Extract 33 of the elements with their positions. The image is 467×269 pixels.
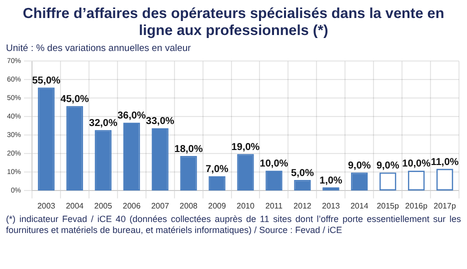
x-tick-label: 2006 [122, 201, 142, 210]
x-tick-label: 2004 [66, 201, 84, 210]
x-tick-label: 2005 [94, 201, 113, 210]
x-tick-label: 2016p [405, 201, 428, 210]
data-label: 32,0% [88, 118, 118, 130]
data-label: 10,0% [402, 158, 431, 170]
data-label: 7,0% [206, 164, 229, 176]
x-tick-label: 2011 [265, 201, 284, 210]
chart-subtitle: Unité : % des variations annuelles en valeur [6, 43, 192, 54]
data-label: 55,0% [32, 76, 61, 87]
data-label: 36,0% [117, 110, 146, 122]
data-label: 9,0% [348, 160, 371, 172]
data-label: 1,0% [320, 175, 342, 186]
data-label: 19,0% [231, 142, 260, 154]
x-tick-label: 2015p [376, 201, 400, 210]
data-label: 10,0% [260, 158, 288, 170]
x-tick-label: 2008 [180, 201, 198, 210]
x-tick-label: 2007 [151, 201, 170, 210]
data-label: 5,0% [291, 168, 314, 179]
chart-title: Chiffre d’affaires des opérateurs spécialisés dans la vente en ligne aux professionnels (*) [22, 5, 446, 40]
x-tick-label: 2009 [208, 201, 226, 210]
x-tick-label: 2013 [322, 201, 340, 210]
x-tick-label: 2017p [434, 201, 456, 210]
x-tick-label: 2003 [37, 201, 56, 210]
data-label: 33,0% [146, 116, 174, 128]
x-tick-label: 2014 [350, 201, 369, 210]
x-tick-label: 2010 [236, 201, 255, 210]
text: (*) indicateur Fevad / iCE 40 (données collectées auprès de 11 sites dont l’offre porte essentiellement sur les fournitures et matériels de bureau, et matériels informatiques) / Source : Fevad / iCE [5, 214, 462, 236]
data-label: 11,0% [430, 156, 459, 168]
data-label: 45,0% [60, 94, 89, 106]
data-label: 9,0% [376, 160, 400, 172]
x-tick-label: 2012 [294, 201, 312, 210]
data-label: 18,0% [174, 144, 203, 155]
